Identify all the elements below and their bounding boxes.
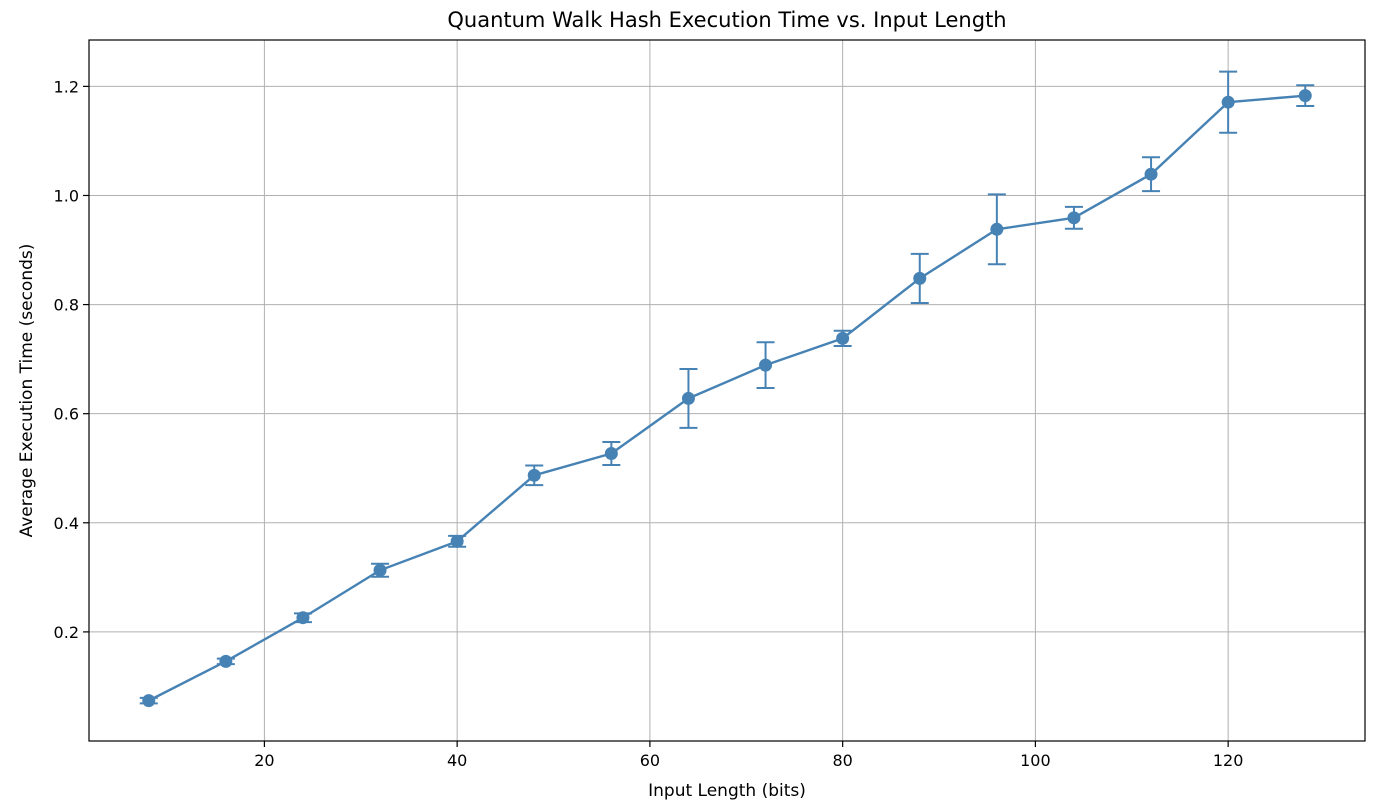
x-tick-label: 20	[254, 751, 274, 770]
series-line-group	[148, 94, 1306, 702]
y-tick-label: 0.8	[54, 296, 79, 315]
data-point	[142, 694, 156, 708]
x-tick-label: 40	[447, 751, 467, 770]
data-point	[219, 654, 233, 668]
x-tick-label: 100	[1020, 751, 1051, 770]
x-tick-label: 80	[832, 751, 852, 770]
series-line	[148, 94, 1306, 702]
x-tick-label: 60	[640, 751, 660, 770]
data-point	[913, 271, 927, 285]
data-point	[836, 331, 850, 345]
y-tick-label: 1.0	[54, 186, 79, 205]
data-point	[1298, 89, 1312, 103]
y-tick-label: 0.2	[54, 623, 79, 642]
data-point	[681, 391, 695, 405]
chart-title: Quantum Walk Hash Execution Time vs. Inp…	[447, 8, 1006, 32]
data-point	[604, 447, 618, 461]
y-axis-label: Average Execution Time (seconds)	[17, 244, 37, 538]
data-point	[527, 468, 541, 482]
data-point	[450, 534, 464, 548]
data-point	[990, 222, 1004, 236]
x-axis-label: Input Length (bits)	[648, 781, 806, 801]
data-point	[1067, 211, 1081, 225]
y-tick-label: 0.4	[54, 514, 79, 533]
x-tick-label: 120	[1213, 751, 1244, 770]
data-point	[373, 563, 387, 577]
data-point	[1144, 167, 1158, 181]
y-tick-label: 0.6	[54, 405, 79, 424]
data-points	[142, 89, 1312, 708]
data-point	[759, 358, 773, 372]
x-axis-ticks: 20 40 60 80 100 120	[254, 741, 1243, 770]
y-tick-label: 1.2	[54, 77, 79, 96]
data-point	[296, 611, 310, 625]
plot-frame	[88, 39, 1366, 742]
data-point	[1221, 95, 1235, 109]
grid-lines	[89, 40, 1365, 741]
y-axis-ticks: 0.2 0.4 0.6 0.8 1.0 1.2	[54, 77, 89, 642]
